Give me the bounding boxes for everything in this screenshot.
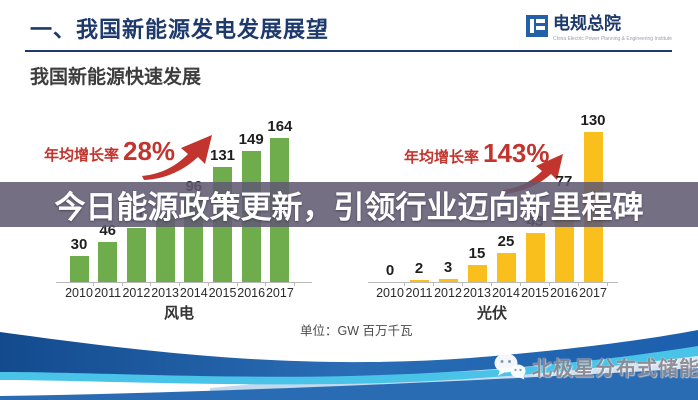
wind-growth-annotation: 年均增长率 28% <box>44 136 175 167</box>
axis-tick <box>520 282 521 286</box>
bar-光伏-2013 <box>467 265 487 282</box>
axis-tick <box>433 282 434 286</box>
bar-value-label: 130 <box>580 112 606 129</box>
bar-风电-2011 <box>98 242 118 282</box>
year-tick-label: 2010 <box>65 286 93 300</box>
section-subtitle: 我国新能源快速发展 <box>30 67 202 88</box>
bar-value-label: 2 <box>414 260 424 277</box>
year-tick-label: 2015 <box>208 286 237 300</box>
unit-label: 单位：GW 百万千瓦 <box>300 324 413 338</box>
bar-风电-2010 <box>69 256 89 282</box>
bar-value-label: 149 <box>238 131 264 148</box>
bar-光伏-2015 <box>525 233 545 282</box>
year-tick-label: 2017 <box>579 286 607 300</box>
bar-value-label: 30 <box>70 236 88 253</box>
year-tick-label: 2012 <box>434 286 462 300</box>
axis-tick <box>121 282 123 286</box>
axis-tick <box>491 282 492 286</box>
pv-x-axis <box>368 282 618 283</box>
bar-光伏-2014 <box>496 253 516 282</box>
axis-tick <box>207 282 209 286</box>
news-banner-overlay: 今日能源政策更新，引领行业迈向新里程碑 <box>0 182 698 227</box>
axis-tick <box>93 282 94 286</box>
axis-tick <box>404 282 405 286</box>
pv-chart: 02315254377130 <box>385 112 606 282</box>
year-tick-label: 2014 <box>179 286 208 300</box>
wind-x-axis <box>56 282 312 283</box>
logo-name: 电规总院 <box>553 14 622 33</box>
year-tick-label: 2015 <box>521 286 549 300</box>
bar-光伏-2012 <box>438 279 458 282</box>
pv-growth-annotation: 年均增长率 143% <box>404 138 550 169</box>
year-tick-label: 2012 <box>122 286 151 300</box>
year-tick-label: 2011 <box>405 286 433 300</box>
wechat-icon <box>494 353 526 380</box>
bar-value-label: 164 <box>267 118 293 135</box>
title-underline <box>25 50 672 52</box>
pv-growth-label: 年均增长率 <box>404 149 480 166</box>
bar-value-label: 0 <box>385 262 395 279</box>
page-title: 一、我国新能源发电发展展望 <box>30 17 330 42</box>
axis-tick <box>265 282 267 286</box>
axis-tick <box>607 282 608 286</box>
bar-风电-2012 <box>126 228 146 282</box>
axis-tick <box>236 282 238 286</box>
year-tick-label: 2011 <box>94 286 122 300</box>
pv-growth-arrow-icon <box>502 154 563 194</box>
bar-光伏-2011 <box>409 280 429 282</box>
logo-subtext: China Electric Power Planning & Engineer… <box>553 35 672 42</box>
news-banner-text: 今日能源政策更新，引领行业迈向新里程碑 <box>54 190 644 225</box>
bar-value-label: 3 <box>443 259 453 276</box>
bar-value-label: 15 <box>468 245 486 262</box>
year-tick-label: 2014 <box>492 286 520 300</box>
axis-tick <box>179 282 181 286</box>
bar-value-label: 25 <box>497 233 515 250</box>
bar-风电-2013 <box>155 215 175 282</box>
year-tick-label: 2013 <box>463 286 491 300</box>
year-tick-label: 2017 <box>265 286 294 300</box>
axis-tick <box>462 282 463 286</box>
bar-value-label: 131 <box>209 147 236 164</box>
year-tick-label: 2013 <box>151 286 179 300</box>
wind-growth-value: 28% <box>123 136 176 166</box>
wind-growth-label: 年均增长率 <box>44 147 120 164</box>
eppei-logo: 电规总院 China Electric Power Planning & Eng… <box>526 14 672 42</box>
axis-tick <box>293 282 295 286</box>
pv-chart-title: 光伏 <box>476 305 507 322</box>
axis-tick <box>150 282 152 286</box>
year-tick-label: 2016 <box>237 286 266 300</box>
watermark-text: 北极星分布式储能 <box>532 358 698 380</box>
axis-tick <box>578 282 579 286</box>
wind-chart-title: 风电 <box>163 305 194 322</box>
wind-growth-arrow-icon <box>142 135 212 180</box>
year-tick-label: 2016 <box>550 286 578 300</box>
pv-growth-value: 143% <box>483 138 550 168</box>
year-tick-label: 2010 <box>376 286 404 300</box>
axis-tick <box>549 282 550 286</box>
watermark: 北极星分布式储能 <box>494 352 698 381</box>
eppei-logo-icon <box>526 15 549 37</box>
